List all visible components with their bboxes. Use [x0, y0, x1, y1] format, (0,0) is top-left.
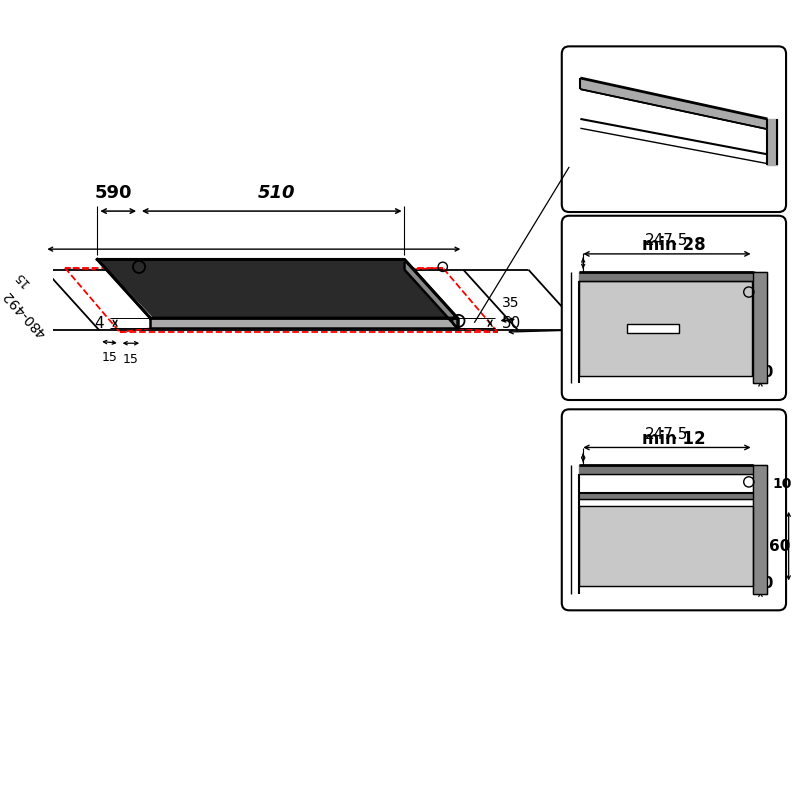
Bar	[627, 324, 679, 333]
Text: 247.5: 247.5	[646, 234, 689, 248]
Text: 15: 15	[12, 268, 32, 288]
Text: min 28: min 28	[642, 236, 706, 254]
Text: 20: 20	[753, 366, 774, 381]
Polygon shape	[150, 318, 458, 328]
Polygon shape	[578, 506, 754, 586]
Polygon shape	[767, 119, 777, 166]
Polygon shape	[754, 271, 767, 383]
Text: min 12: min 12	[642, 430, 706, 448]
FancyBboxPatch shape	[562, 410, 786, 610]
Text: 0-10: 0-10	[197, 284, 229, 298]
Text: 20: 20	[753, 576, 774, 590]
Text: 35: 35	[502, 296, 519, 310]
Text: 15: 15	[123, 353, 139, 366]
Polygon shape	[578, 281, 752, 376]
Polygon shape	[578, 493, 754, 498]
Polygon shape	[578, 271, 754, 281]
Text: 247.5: 247.5	[646, 427, 689, 442]
Text: 10: 10	[772, 477, 791, 490]
Text: 60: 60	[665, 518, 686, 532]
FancyBboxPatch shape	[562, 46, 786, 212]
Polygon shape	[405, 259, 458, 328]
Text: 510: 510	[258, 184, 295, 202]
Text: 50: 50	[502, 316, 522, 330]
Polygon shape	[754, 465, 767, 594]
Text: 480-492: 480-492	[0, 287, 50, 340]
Polygon shape	[578, 465, 754, 474]
Text: 2: 2	[132, 278, 142, 293]
Polygon shape	[100, 261, 454, 317]
Text: 560-562: 560-562	[253, 260, 310, 274]
Text: 100: 100	[578, 319, 605, 334]
Text: 60: 60	[769, 538, 790, 554]
Polygon shape	[580, 78, 767, 129]
FancyBboxPatch shape	[562, 216, 786, 400]
Text: 15: 15	[102, 350, 118, 364]
Text: 4: 4	[94, 316, 104, 330]
Text: 590: 590	[95, 184, 132, 202]
